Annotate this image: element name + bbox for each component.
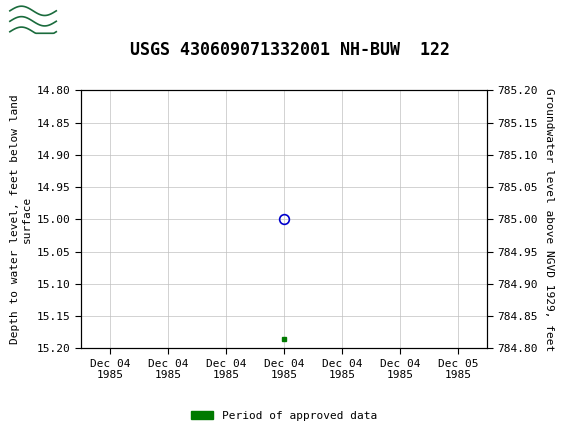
Text: USGS: USGS <box>66 9 130 29</box>
Y-axis label: Groundwater level above NGVD 1929, feet: Groundwater level above NGVD 1929, feet <box>543 88 554 351</box>
Text: USGS 430609071332001 NH-BUW  122: USGS 430609071332001 NH-BUW 122 <box>130 41 450 59</box>
FancyBboxPatch shape <box>7 5 59 34</box>
Y-axis label: Depth to water level, feet below land
surface: Depth to water level, feet below land su… <box>10 95 31 344</box>
Legend: Period of approved data: Period of approved data <box>187 406 382 425</box>
